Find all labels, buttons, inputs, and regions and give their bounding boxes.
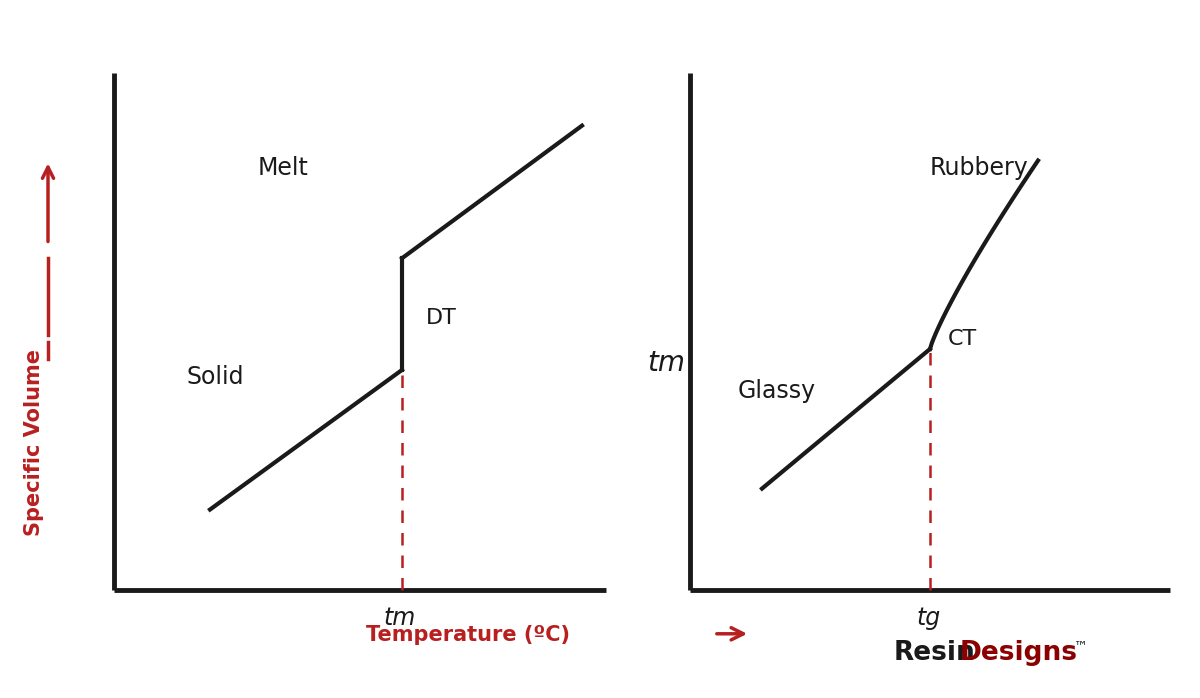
Text: Glassy: Glassy (738, 379, 816, 403)
Text: Resin: Resin (894, 639, 976, 666)
Text: DT: DT (426, 308, 457, 327)
Text: tg: tg (917, 606, 941, 630)
Text: Solid: Solid (186, 365, 244, 389)
Text: Rubbery: Rubbery (930, 156, 1028, 179)
Text: tm: tm (647, 349, 685, 377)
Text: Designs: Designs (960, 639, 1078, 666)
Text: tm: tm (384, 606, 415, 630)
Text: ™: ™ (1074, 639, 1088, 653)
Text: Temperature (ºC): Temperature (ºC) (366, 625, 570, 645)
Text: Specific Volume: Specific Volume (24, 349, 43, 536)
Text: Melt: Melt (258, 156, 308, 179)
Text: CT: CT (948, 329, 977, 348)
